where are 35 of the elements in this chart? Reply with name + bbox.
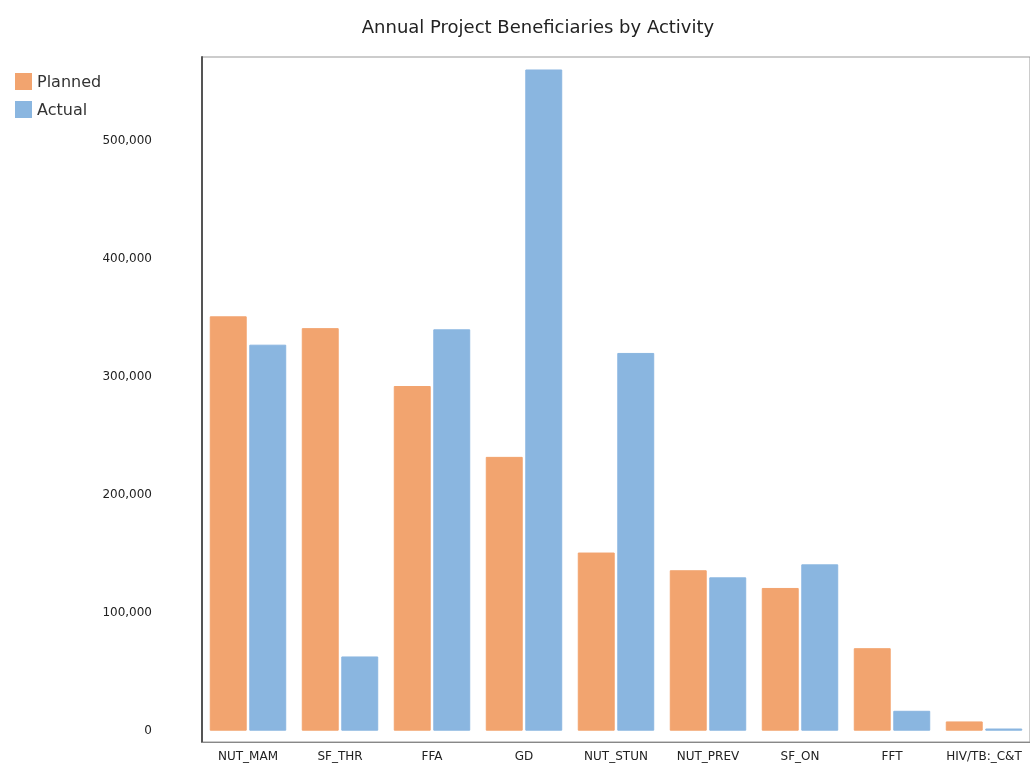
bar xyxy=(893,710,931,731)
x-tick-label: FFT xyxy=(881,749,904,763)
y-tick-label: 300,000 xyxy=(102,368,152,383)
bar xyxy=(617,352,655,731)
bar xyxy=(485,456,523,731)
legend-label: Planned xyxy=(37,72,102,91)
bar xyxy=(853,648,891,731)
bar xyxy=(669,570,707,731)
bar xyxy=(393,386,431,731)
x-tick-label: NUT_PREV xyxy=(676,749,741,763)
bar xyxy=(341,656,379,731)
x-tick-label: NUT_MAM xyxy=(217,749,279,763)
bar xyxy=(945,721,983,731)
y-tick-label: 400,000 xyxy=(102,250,152,265)
x-tick-label: SF_THR xyxy=(317,749,363,763)
y-tick-label: 0 xyxy=(144,723,152,738)
x-tick-label: HIV/TB:_C&T xyxy=(946,749,1023,763)
bar xyxy=(301,328,339,731)
bar xyxy=(433,329,471,731)
bar xyxy=(577,552,615,731)
legend-label: Actual xyxy=(37,100,88,119)
y-tick-label: 100,000 xyxy=(102,605,152,620)
bar xyxy=(709,577,747,731)
bar xyxy=(249,344,287,731)
x-tick-label: SF_ON xyxy=(780,749,820,763)
x-tick-label: NUT_STUN xyxy=(584,749,648,763)
y-tick-label: 200,000 xyxy=(102,486,152,501)
x-tick-label: FFA xyxy=(421,749,444,763)
chart-title: Annual Project Beneficiaries by Activity xyxy=(361,15,715,37)
bar xyxy=(761,587,799,731)
bar xyxy=(525,69,563,731)
y-tick-label: 500,000 xyxy=(102,132,152,147)
bar xyxy=(801,564,839,731)
x-tick-label: GD xyxy=(514,749,534,763)
bar xyxy=(209,316,247,731)
